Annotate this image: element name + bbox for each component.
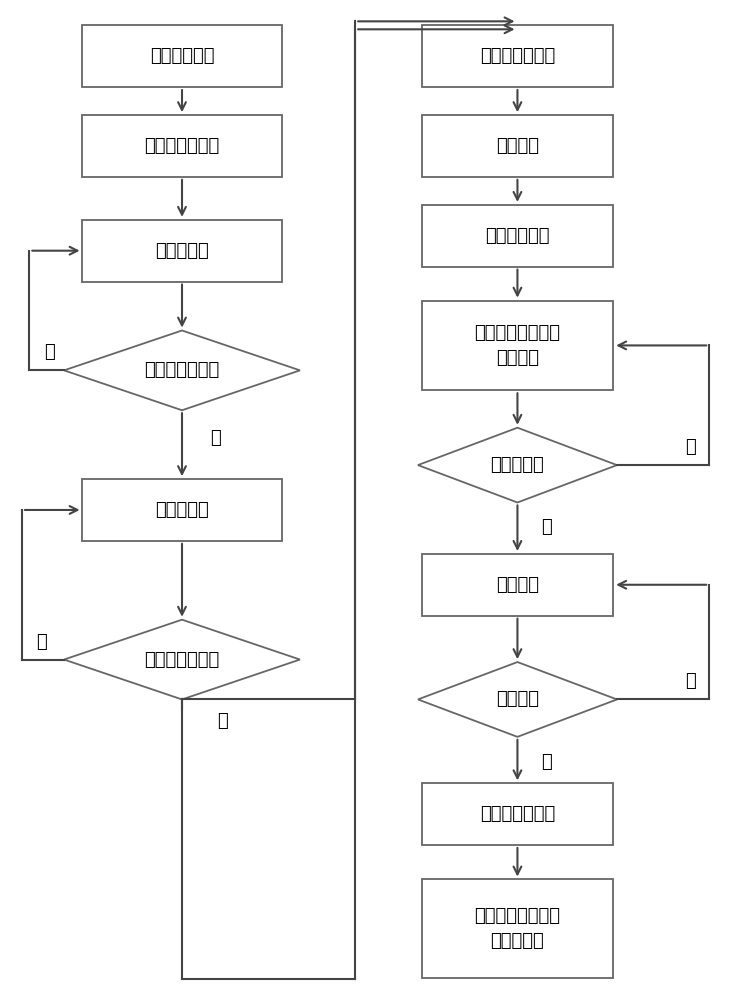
Text: 压力脚进给: 压力脚进给 bbox=[155, 242, 209, 260]
Text: 是: 是 bbox=[542, 518, 552, 536]
Text: 启动压力脚电机: 启动压力脚电机 bbox=[144, 137, 220, 155]
Text: 否: 否 bbox=[685, 672, 696, 690]
Text: 启动电机反转: 启动电机反转 bbox=[485, 227, 550, 245]
Bar bbox=[82, 25, 281, 87]
Bar bbox=[422, 879, 613, 978]
Text: 压力脚进给: 压力脚进给 bbox=[155, 501, 209, 519]
Text: 到达预定孔位: 到达预定孔位 bbox=[149, 47, 215, 65]
Text: 压紧力不变: 压紧力不变 bbox=[491, 456, 545, 474]
Text: 压力脚停止进给: 压力脚停止进给 bbox=[480, 47, 555, 65]
Text: 是: 是 bbox=[210, 429, 221, 447]
Text: 制孔完成: 制孔完成 bbox=[496, 690, 539, 708]
Bar bbox=[422, 554, 613, 616]
Polygon shape bbox=[64, 620, 300, 699]
Bar bbox=[82, 479, 281, 541]
Text: 压力脚接触工件: 压力脚接触工件 bbox=[144, 361, 220, 379]
Bar bbox=[82, 115, 281, 177]
Bar bbox=[422, 25, 613, 87]
Bar bbox=[422, 301, 613, 390]
Polygon shape bbox=[418, 662, 617, 737]
Text: 达到预定压紧力: 达到预定压紧力 bbox=[144, 651, 220, 669]
Text: 是: 是 bbox=[542, 753, 552, 771]
Text: 否: 否 bbox=[36, 633, 47, 651]
Text: 压力脚电机反转、
压力脚退回: 压力脚电机反转、 压力脚退回 bbox=[474, 907, 560, 950]
Bar bbox=[422, 115, 613, 177]
Bar bbox=[422, 205, 613, 267]
Text: 主轴进给: 主轴进给 bbox=[496, 576, 539, 594]
Text: 否: 否 bbox=[685, 438, 696, 456]
Polygon shape bbox=[64, 330, 300, 410]
Bar bbox=[82, 220, 281, 282]
Text: 是: 是 bbox=[217, 712, 228, 730]
Text: 主轴进给: 主轴进给 bbox=[496, 137, 539, 155]
Text: 主轴停转并退回: 主轴停转并退回 bbox=[480, 805, 555, 823]
Polygon shape bbox=[418, 428, 617, 502]
Text: 控制电机反转速度
和位移量: 控制电机反转速度 和位移量 bbox=[474, 324, 560, 367]
Text: 否: 否 bbox=[44, 343, 55, 361]
Bar bbox=[422, 783, 613, 845]
